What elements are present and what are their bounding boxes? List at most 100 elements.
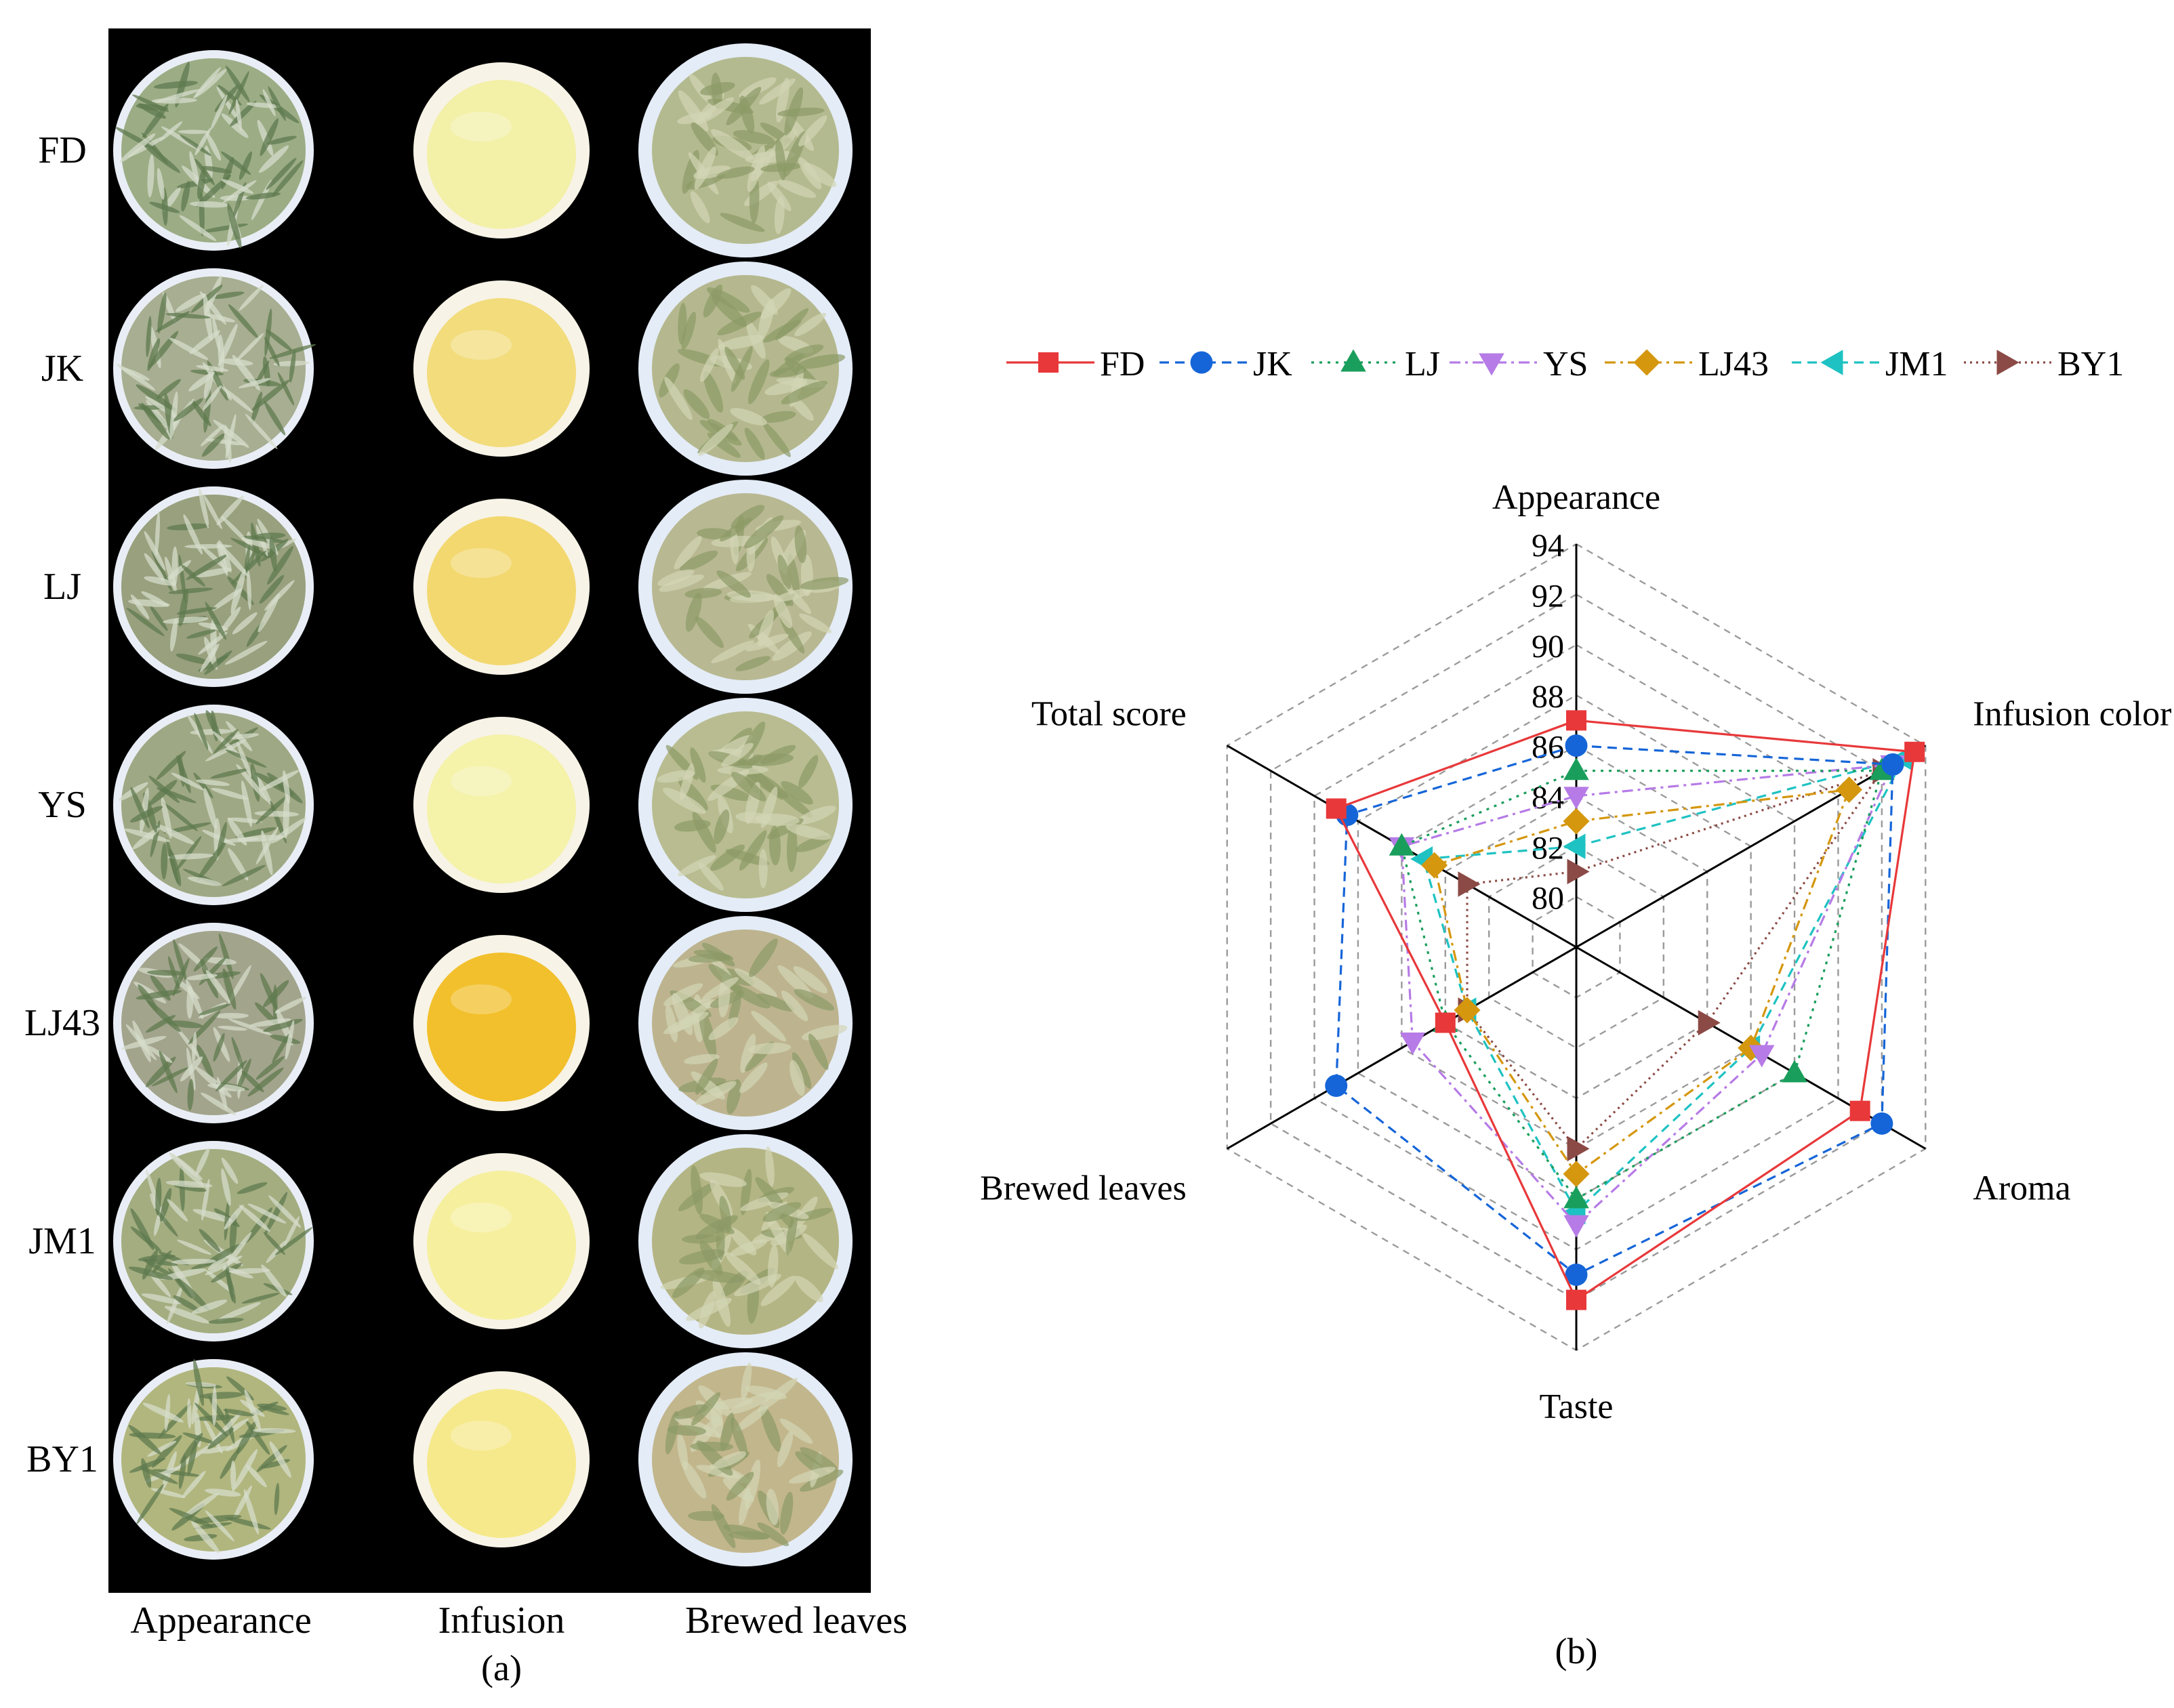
leaf bbox=[228, 71, 249, 115]
leaf bbox=[168, 587, 213, 594]
leaf bbox=[730, 528, 739, 564]
leaf bbox=[773, 593, 793, 629]
leaf bbox=[167, 1020, 203, 1028]
leaf bbox=[267, 545, 293, 585]
infusion-cup bbox=[413, 935, 590, 1111]
leaf bbox=[194, 1522, 232, 1530]
leaf bbox=[796, 806, 836, 825]
leaf bbox=[173, 398, 203, 421]
leaf bbox=[216, 86, 241, 123]
leaf bbox=[173, 1295, 200, 1312]
leaf bbox=[213, 729, 239, 754]
leaf bbox=[689, 73, 713, 104]
leaf bbox=[793, 966, 828, 994]
leaf bbox=[140, 787, 149, 833]
data-point bbox=[1563, 787, 1589, 810]
leaf bbox=[146, 1015, 176, 1033]
legend-item: LJ43 bbox=[1605, 345, 1769, 383]
leaf bbox=[213, 419, 249, 448]
row-label: YS bbox=[38, 784, 87, 826]
data-point bbox=[1563, 757, 1589, 780]
leaf bbox=[199, 1003, 230, 1016]
leaf bbox=[159, 121, 183, 142]
leaf bbox=[781, 381, 828, 404]
leaf bbox=[725, 1251, 761, 1285]
leaf bbox=[200, 166, 232, 173]
leaf bbox=[224, 640, 268, 665]
leaf bbox=[164, 1306, 210, 1324]
leaf bbox=[251, 379, 290, 411]
leaf bbox=[773, 353, 805, 377]
leaf bbox=[677, 1433, 689, 1471]
leaf bbox=[664, 377, 693, 421]
leaf bbox=[161, 843, 168, 880]
leaf bbox=[221, 386, 253, 413]
leaf bbox=[701, 977, 739, 1001]
leaf bbox=[683, 389, 710, 419]
leaf bbox=[176, 653, 211, 665]
appearance-plate bbox=[113, 1359, 314, 1560]
leaf bbox=[802, 1233, 838, 1270]
leaf bbox=[196, 779, 230, 786]
leaf bbox=[206, 133, 222, 161]
legend-item: FD bbox=[1006, 345, 1145, 383]
leaf bbox=[183, 514, 203, 555]
leaf bbox=[678, 302, 687, 345]
leaf bbox=[240, 1399, 266, 1417]
leaf bbox=[263, 980, 289, 1007]
leaf bbox=[744, 515, 784, 549]
leaf bbox=[181, 180, 190, 212]
leaf bbox=[262, 89, 276, 117]
column-label: Brewed leaves bbox=[685, 1600, 907, 1642]
leaf bbox=[180, 134, 211, 156]
leaf bbox=[731, 1417, 748, 1458]
leaf bbox=[161, 801, 199, 831]
leaf bbox=[207, 1428, 234, 1449]
leaf bbox=[274, 1227, 313, 1255]
leaf bbox=[211, 1386, 217, 1426]
leaf bbox=[149, 605, 168, 631]
leaf bbox=[725, 849, 769, 866]
leaf bbox=[208, 1318, 244, 1324]
leaf bbox=[777, 965, 813, 999]
leaf bbox=[186, 629, 216, 639]
leaf bbox=[116, 363, 156, 391]
infusion-cup bbox=[413, 717, 590, 893]
leaf bbox=[758, 849, 768, 889]
leaf bbox=[221, 1157, 239, 1184]
leaf bbox=[179, 215, 217, 241]
legend-marker bbox=[1190, 351, 1213, 374]
leaf bbox=[255, 795, 288, 825]
leaf bbox=[225, 66, 250, 102]
data-point bbox=[1567, 1136, 1590, 1162]
leaf bbox=[741, 1362, 752, 1401]
leaf bbox=[680, 550, 718, 572]
leaf bbox=[247, 570, 251, 610]
leaf bbox=[749, 938, 778, 978]
leaf bbox=[203, 787, 217, 830]
leaf bbox=[200, 643, 220, 672]
series-fd bbox=[1326, 710, 1925, 1310]
leaf bbox=[217, 822, 227, 856]
leaf bbox=[760, 1275, 796, 1306]
leaf bbox=[165, 1180, 213, 1188]
tick-label: 94 bbox=[1532, 528, 1564, 564]
leaf bbox=[269, 536, 277, 572]
leaf bbox=[264, 1192, 288, 1235]
data-point bbox=[1567, 858, 1590, 885]
leaf bbox=[235, 99, 242, 132]
axis-spoke bbox=[1226, 946, 1577, 1150]
leaf bbox=[147, 338, 160, 371]
leaf bbox=[236, 1421, 257, 1455]
leaf bbox=[141, 402, 170, 440]
axis-spoke bbox=[1576, 745, 1927, 949]
data-point bbox=[1782, 1060, 1807, 1083]
series-jk bbox=[1325, 734, 1904, 1286]
leaf bbox=[258, 593, 280, 633]
leaf bbox=[155, 1208, 178, 1237]
leaf bbox=[201, 1092, 237, 1115]
leaf-pile bbox=[121, 713, 306, 897]
leaf bbox=[144, 553, 165, 582]
leaf bbox=[205, 970, 230, 1003]
leaf bbox=[200, 959, 218, 999]
